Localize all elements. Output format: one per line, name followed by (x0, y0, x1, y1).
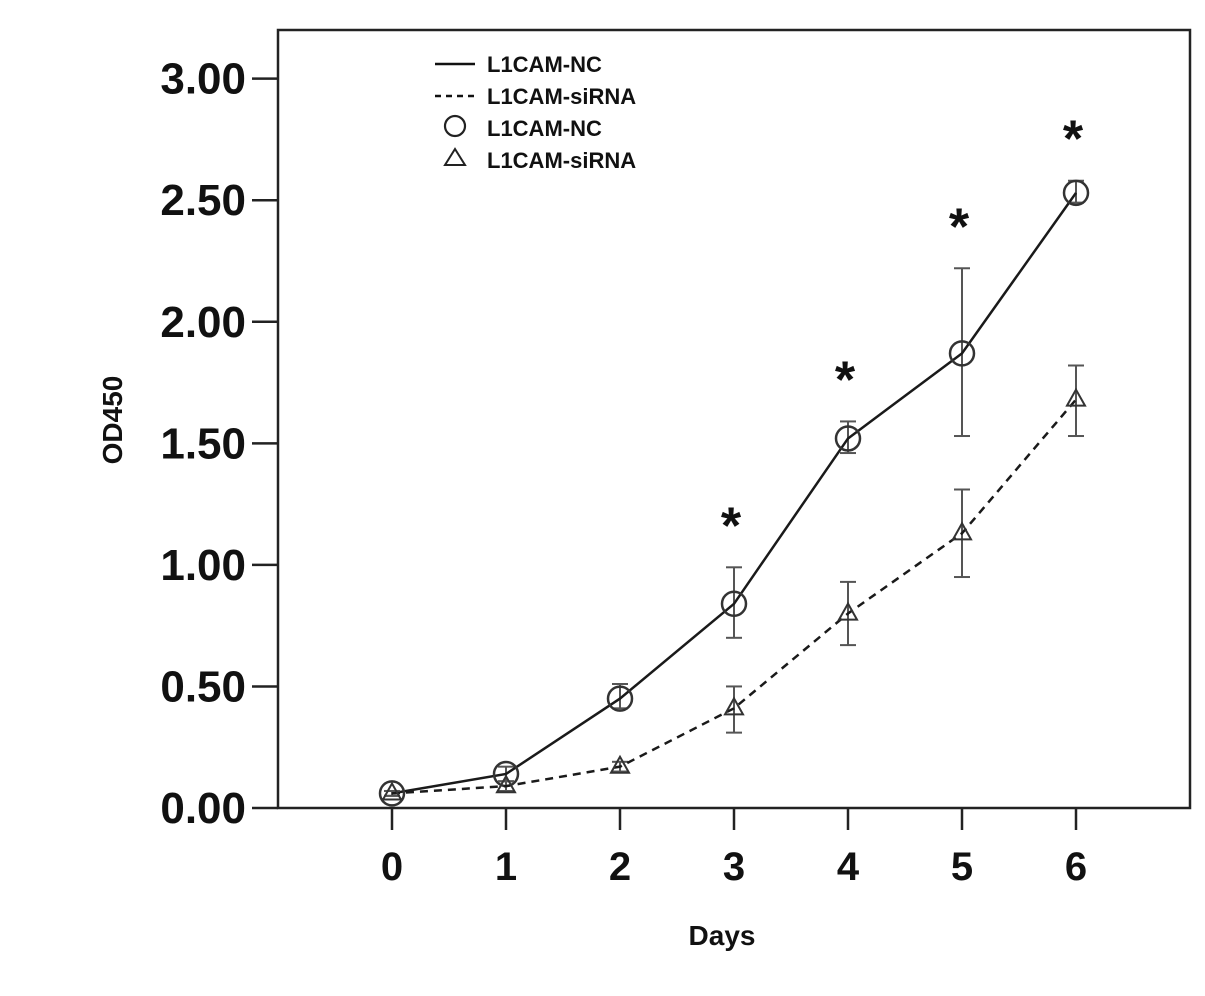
data-point-nc (606, 685, 634, 712)
data-point-nc (1062, 179, 1090, 207)
y-tick-label: 2.00 (160, 298, 246, 347)
legend-label: L1CAM-NC (487, 52, 602, 77)
significance-marker: * (835, 351, 856, 409)
x-tick-label: 3 (723, 845, 745, 889)
y-axis-title: OD450 (97, 376, 128, 465)
legend-label: L1CAM-NC (487, 116, 602, 141)
x-tick-label: 4 (837, 845, 860, 889)
x-tick-label: 5 (951, 845, 973, 889)
x-tick-label: 1 (495, 845, 517, 889)
y-tick-label: 2.50 (160, 176, 246, 225)
series-line-nc (391, 192, 1078, 795)
y-axis: 0.00 0.50 1.00 1.50 2.00 2.50 3.00 (160, 55, 278, 833)
y-tick-label: 0.00 (160, 784, 246, 833)
data-point-sirna (723, 696, 745, 716)
significance-marker: * (721, 497, 742, 555)
x-tick-label: 0 (381, 845, 403, 889)
y-tick-label: 3.00 (160, 55, 246, 104)
y-tick-label: 1.50 (160, 419, 246, 468)
y-tick-label: 1.00 (160, 541, 246, 590)
legend-label: L1CAM-siRNA (487, 148, 636, 173)
data-point-sirna (951, 521, 973, 541)
significance-marker: * (1063, 111, 1084, 169)
data-point-nc (378, 780, 406, 807)
data-point-nc (834, 425, 862, 452)
data-point-sirna (1065, 387, 1087, 407)
data-point-sirna (609, 754, 631, 774)
x-axis-title: Days (689, 920, 756, 951)
data-point-sirna (837, 601, 859, 621)
data-point-sirna (381, 781, 403, 801)
legend-swatch-triangle (443, 147, 467, 166)
x-tick-label: 6 (1065, 845, 1087, 889)
x-axis: 0 1 2 3 4 5 6 (381, 808, 1087, 889)
legend-label: L1CAM-siRNA (487, 84, 636, 109)
y-tick-label: 0.50 (160, 662, 246, 711)
significance-marker: * (949, 198, 970, 256)
data-point-nc (948, 340, 976, 367)
x-tick-label: 2 (609, 845, 631, 889)
series-line-sirna (391, 398, 1077, 795)
annotation-layer: * * * * (721, 111, 1084, 556)
legend-swatch-circle (443, 114, 467, 138)
data-point-nc (720, 590, 748, 618)
series-layer (378, 179, 1090, 807)
legend: L1CAM-NC L1CAM-siRNA L1CAM-NC L1CAM-siRNA (435, 52, 636, 173)
data-point-sirna (495, 774, 517, 794)
